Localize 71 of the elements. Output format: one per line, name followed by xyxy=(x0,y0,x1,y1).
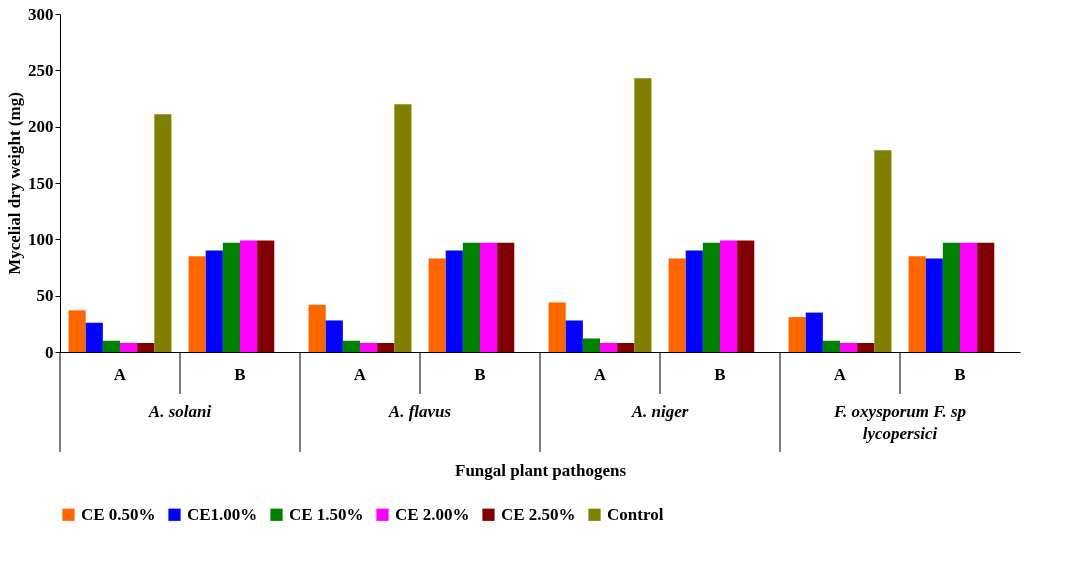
bar xyxy=(120,342,138,352)
bar xyxy=(977,242,995,352)
bar xyxy=(702,242,720,352)
x-tick-label: B xyxy=(714,364,726,384)
y-tick-label: 250 xyxy=(28,60,54,80)
bar xyxy=(137,342,155,352)
bar xyxy=(377,342,395,352)
bar xyxy=(840,342,858,352)
bar xyxy=(925,258,943,352)
bar xyxy=(308,304,326,352)
bar xyxy=(960,242,978,352)
y-axis-title: Mycelial dry weight (mg) xyxy=(5,92,24,275)
bar xyxy=(908,256,926,352)
bar xyxy=(737,240,755,352)
legend-label: Control xyxy=(607,504,664,524)
x-tick-label: A xyxy=(833,364,847,384)
bar xyxy=(497,242,515,352)
bar xyxy=(600,342,618,352)
legend-label: CE 1.50% xyxy=(289,504,364,524)
y-tick-label: 0 xyxy=(45,342,54,362)
y-tick-label: 200 xyxy=(28,117,54,137)
x-tick-label: A xyxy=(593,364,607,384)
bar xyxy=(428,258,446,352)
bar xyxy=(582,338,600,352)
legend-label: CE 0.50% xyxy=(81,504,156,524)
bar xyxy=(257,240,275,352)
bar xyxy=(822,340,840,352)
bar xyxy=(445,250,463,352)
text: A. niger xyxy=(630,402,689,421)
bar xyxy=(360,342,378,352)
bar xyxy=(342,340,360,352)
bar xyxy=(205,250,223,352)
bar xyxy=(188,256,206,352)
legend-label: CE 2.50% xyxy=(501,504,576,524)
text: A. solani xyxy=(147,402,212,421)
bar xyxy=(874,150,892,352)
x-tick-label: B xyxy=(954,364,966,384)
text: F. oxysporum F. sp lycopersici xyxy=(832,402,967,443)
y-tick-label: 300 xyxy=(28,4,54,24)
bar xyxy=(565,320,583,352)
legend-label: CE1.00% xyxy=(187,504,258,524)
bar xyxy=(668,258,686,352)
bar xyxy=(617,342,635,352)
x-tick-label: B xyxy=(474,364,486,384)
bar xyxy=(394,104,412,352)
bar xyxy=(857,342,875,352)
y-tick-label: 150 xyxy=(28,173,54,193)
x-tick-label: B xyxy=(234,364,246,384)
bar xyxy=(68,310,86,352)
bar xyxy=(85,322,103,352)
x-tick-label: A xyxy=(113,364,127,384)
bar xyxy=(240,240,258,352)
text: A. flavus xyxy=(387,402,452,421)
bar xyxy=(720,240,738,352)
bar xyxy=(222,242,240,352)
bar xyxy=(942,242,960,352)
x-tick-label: A xyxy=(353,364,367,384)
bar xyxy=(685,250,703,352)
bar xyxy=(102,340,120,352)
bar xyxy=(480,242,498,352)
y-tick-label: 100 xyxy=(28,229,54,249)
bar xyxy=(805,312,823,352)
bar xyxy=(634,78,652,352)
bar xyxy=(462,242,480,352)
y-tick-label: 50 xyxy=(36,286,54,306)
bar xyxy=(154,114,172,352)
legend-label: CE 2.00% xyxy=(395,504,470,524)
bar xyxy=(325,320,343,352)
bar xyxy=(788,317,806,352)
bar xyxy=(548,302,566,352)
x-axis-title: Fungal plant pathogens xyxy=(455,460,627,480)
